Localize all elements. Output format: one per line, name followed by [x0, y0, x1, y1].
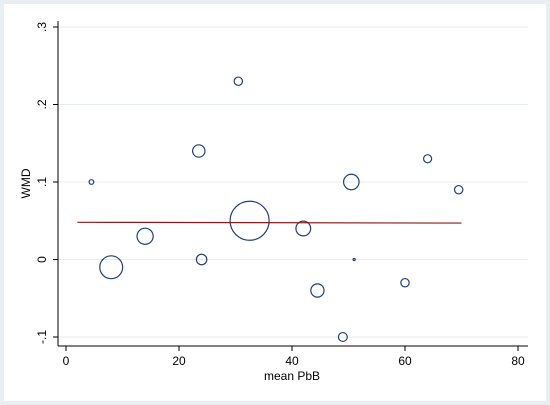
data-point-10	[342, 173, 360, 191]
y-axis-title: WMD	[19, 168, 33, 198]
data-point-2	[136, 227, 154, 245]
axes	[57, 21, 528, 347]
data-point-12	[400, 277, 410, 288]
x-tick-label-1: 20	[172, 354, 186, 368]
y-tick-label-3: .2	[35, 99, 49, 109]
data-markers	[88, 76, 464, 343]
data-point-13	[422, 154, 433, 164]
y-tick-label-2: .1	[35, 177, 49, 187]
data-point-1	[99, 255, 124, 280]
y-tick-label-4: .3	[35, 22, 49, 32]
plot-region-background	[4, 4, 546, 401]
data-point-11	[352, 257, 356, 262]
x-axis-title: mean PbB	[264, 369, 320, 383]
y-tick-label-1: 0	[35, 256, 49, 263]
x-tick-label-0: 0	[63, 354, 70, 368]
x-tick-label-3: 60	[398, 354, 412, 368]
data-point-3	[192, 144, 206, 158]
y-ticks: -.1 0 .1 .2 .3	[35, 22, 58, 344]
data-point-8	[310, 283, 325, 298]
data-point-5	[233, 76, 244, 87]
data-point-4	[195, 253, 208, 266]
data-point-14	[453, 184, 464, 195]
data-point-9	[337, 331, 348, 343]
data-point-7	[295, 220, 312, 237]
data-point-0	[88, 179, 95, 185]
fit-line	[77, 221, 462, 224]
y-tick-label-0: -.1	[35, 330, 49, 344]
grid-lines	[58, 26, 528, 338]
x-tick-label-4: 80	[511, 354, 525, 368]
x-ticks: 0 20 40 60 80	[63, 346, 525, 368]
data-point-6	[229, 200, 270, 241]
x-tick-label-2: 40	[285, 354, 299, 368]
